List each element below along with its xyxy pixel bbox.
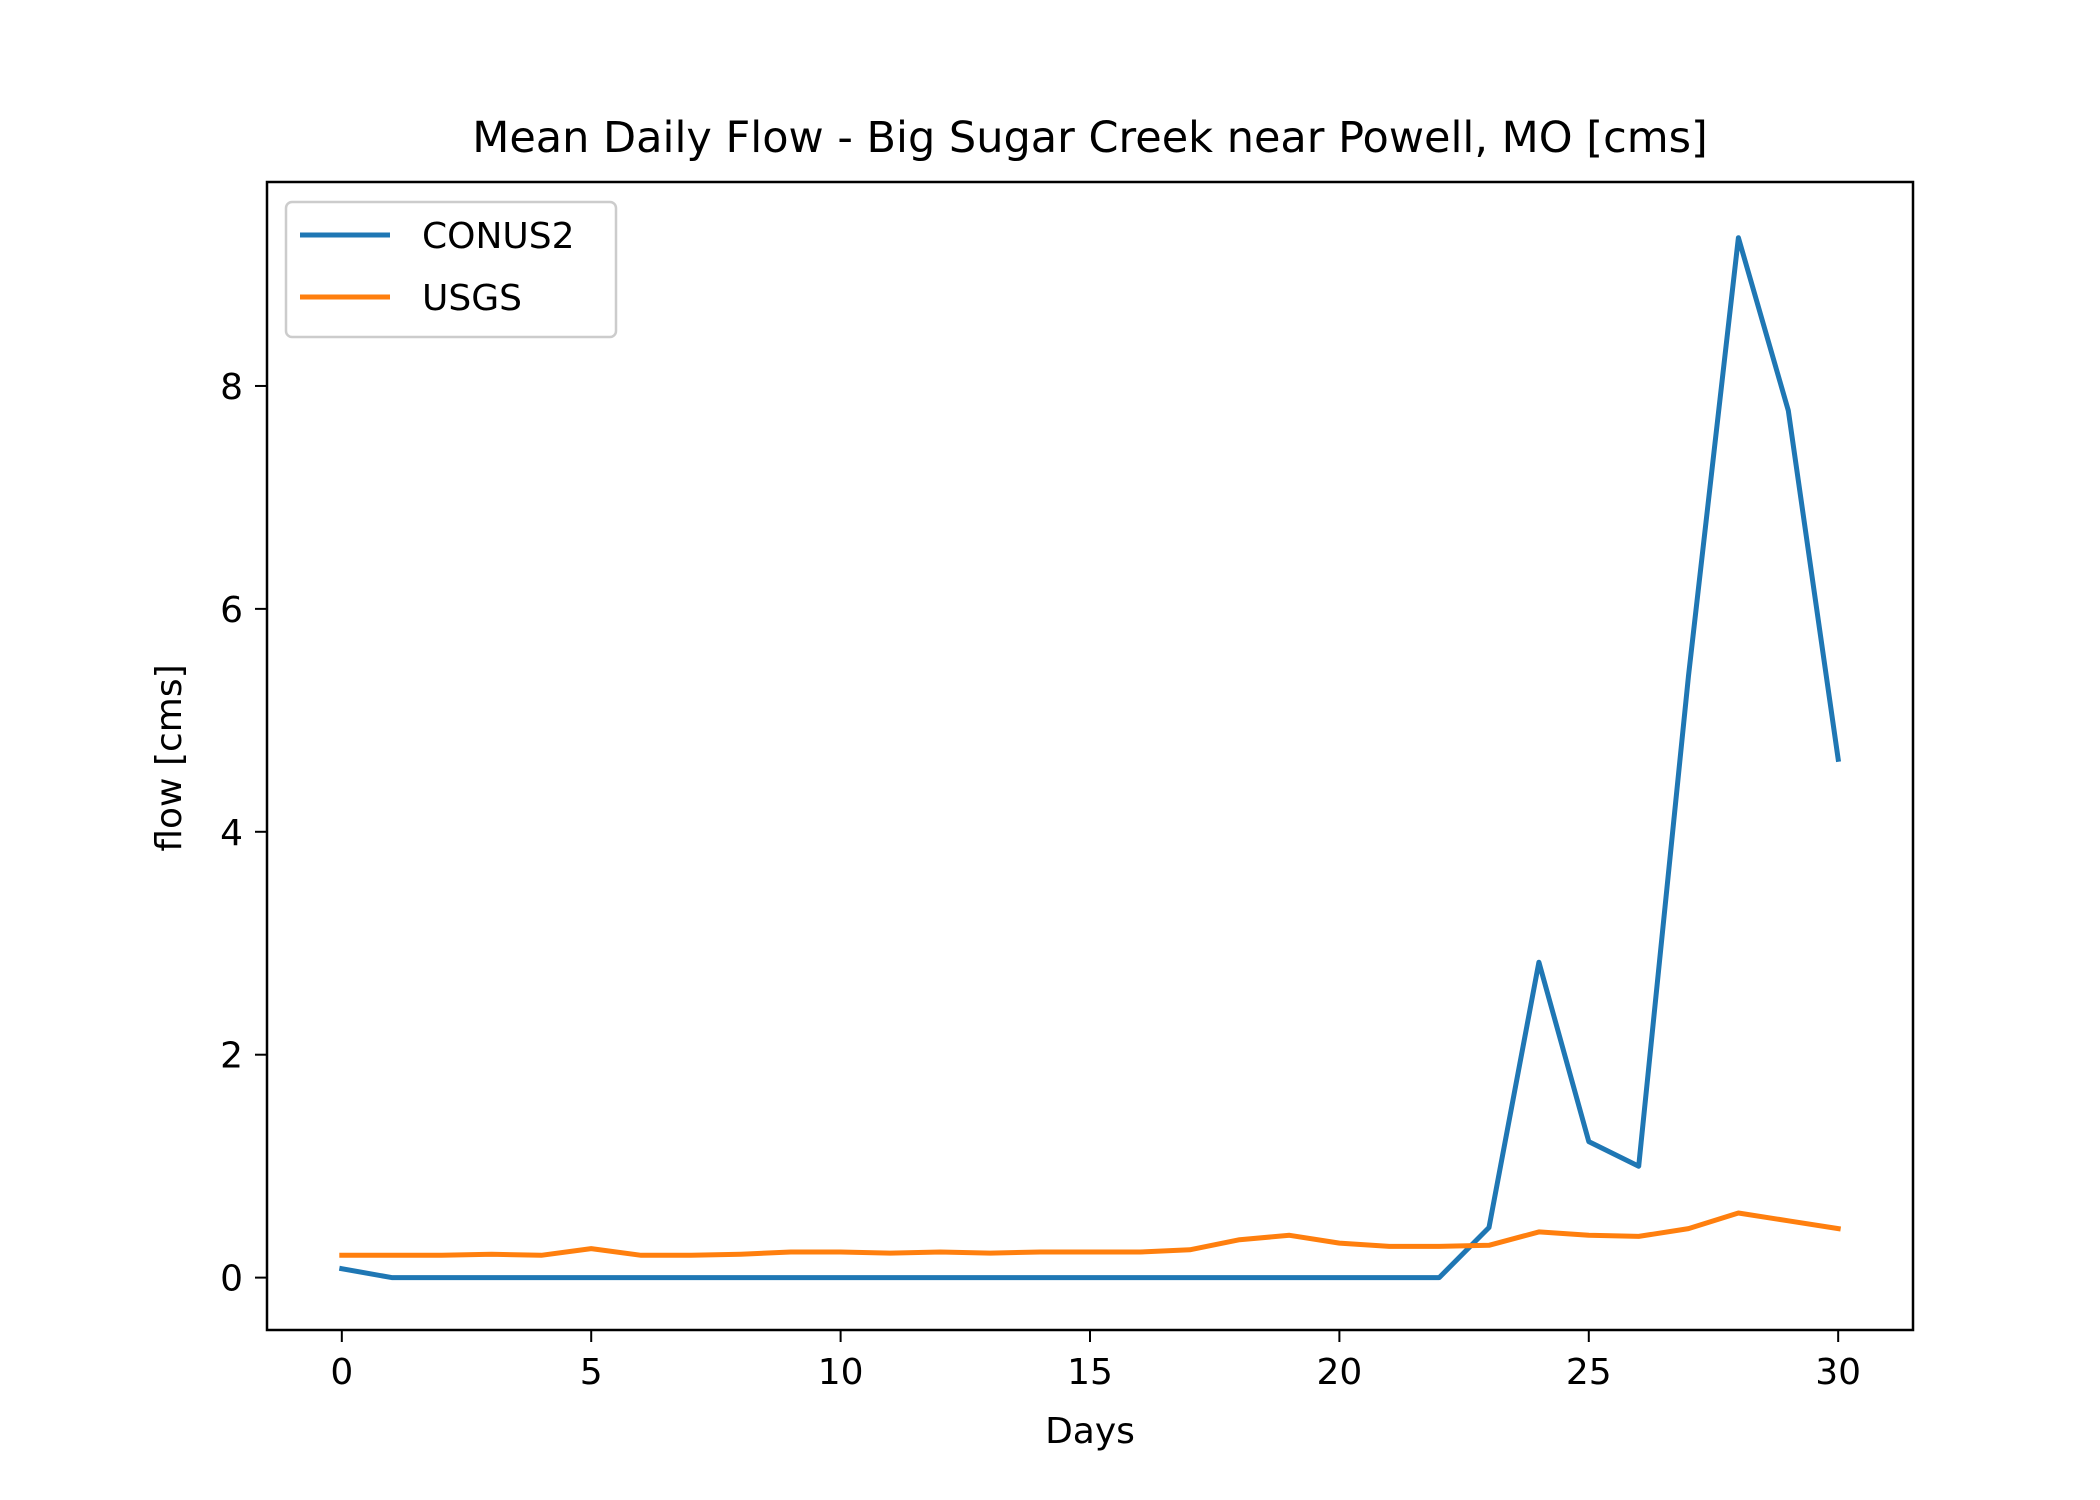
x-tick-label: 15 — [1067, 1352, 1113, 1393]
legend-label-usgs: USGS — [422, 278, 522, 319]
x-tick-label: 20 — [1316, 1352, 1362, 1393]
x-tick-label: 5 — [580, 1352, 603, 1393]
plot-area: 0 5 10 15 20 25 30 0 2 4 6 8 — [220, 180, 1915, 1393]
legend-label-conus2: CONUS2 — [422, 216, 575, 257]
y-tick-label: 4 — [220, 813, 243, 854]
series-line-conus2 — [338, 235, 1842, 1281]
x-tick-label: 25 — [1566, 1352, 1612, 1393]
y-tick-label: 6 — [220, 590, 243, 631]
x-tick-label: 0 — [330, 1352, 353, 1393]
y-tick-label: 2 — [220, 1036, 243, 1077]
x-tick-label: 10 — [818, 1352, 864, 1393]
y-tick-label: 0 — [220, 1259, 243, 1300]
x-axis-label: Days — [1045, 1411, 1135, 1452]
x-tick-label: 30 — [1815, 1352, 1861, 1393]
y-tick-label: 8 — [220, 367, 243, 408]
y-axis-label: flow [cms] — [149, 664, 190, 851]
series-line-usgs — [339, 1210, 1842, 1258]
chart-title: Mean Daily Flow - Big Sugar Creek near P… — [472, 113, 1708, 163]
legend: CONUS2 USGS — [284, 200, 618, 339]
